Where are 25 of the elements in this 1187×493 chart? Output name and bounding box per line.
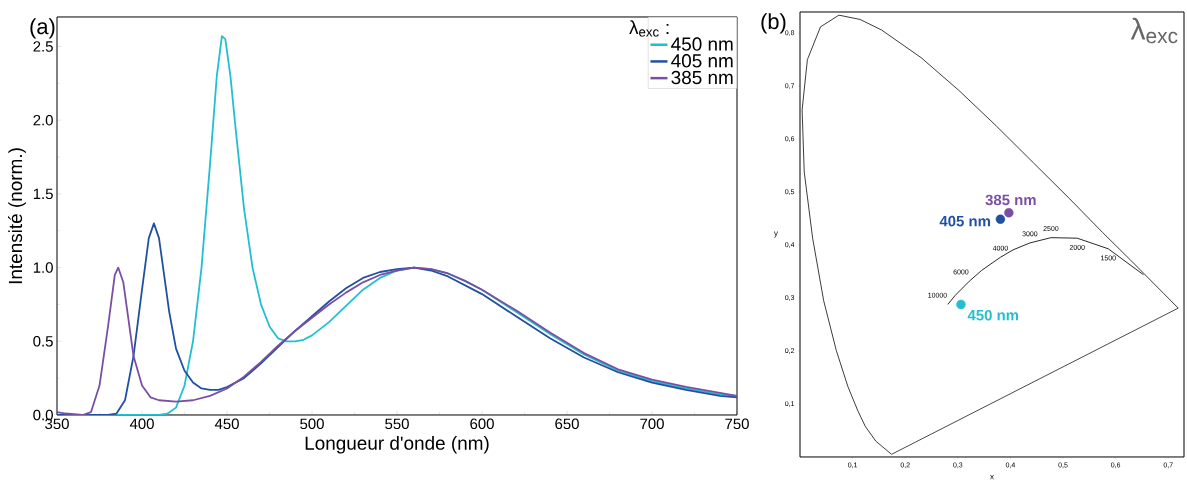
x-tick-label: 750: [725, 418, 749, 430]
chart-title: λ$_{exc}$: [1130, 17, 1178, 44]
y-axis-title: Intensité (norm.): [8, 148, 26, 284]
y-tick-label: 1.0: [33, 262, 53, 273]
x-tick-label: 450: [214, 418, 239, 430]
series-label: 450 nm: [967, 309, 1019, 321]
y-tick-label: 0.5: [33, 335, 53, 347]
text: (b): [761, 13, 786, 34]
x-tick-label: 600: [470, 418, 494, 430]
series-label: 385 nm: [985, 194, 1036, 206]
x-axis-title: Longueur d'onde (nm): [305, 435, 489, 454]
x-tick-label: 700: [640, 418, 664, 430]
series-label: 405 nm: [939, 215, 990, 227]
legend-label: 450 nm: [671, 37, 733, 51]
y-tick-label: 1.5: [33, 188, 53, 200]
legend-label: 385 nm: [671, 70, 733, 85]
y-tick-label: 2.5: [33, 41, 53, 52]
x-tick-label: 650: [555, 418, 579, 430]
legend-title: λ$_{exc}$ :: [629, 20, 669, 37]
x-tick-label: 400: [129, 418, 154, 430]
y-tick-label: 2.0: [33, 114, 53, 126]
legend-label: 405 nm: [671, 54, 733, 68]
x-tick-label: 550: [385, 418, 409, 430]
x-tick-label: 500: [300, 418, 324, 430]
text: (a): [30, 18, 55, 39]
